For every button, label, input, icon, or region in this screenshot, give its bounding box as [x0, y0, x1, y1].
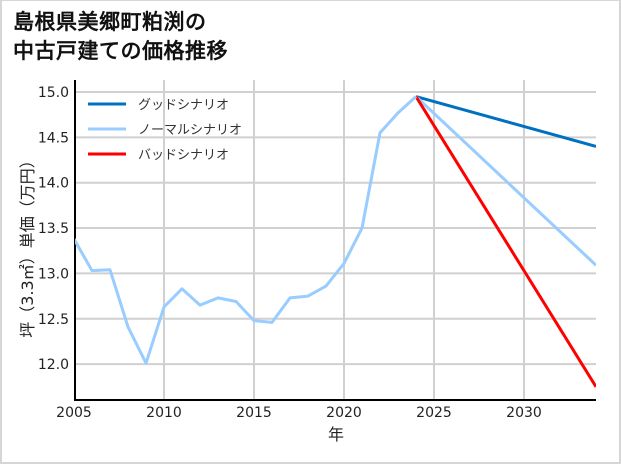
y-tick-label: 12.5	[38, 312, 69, 328]
y-tick-label: 14.5	[38, 130, 69, 146]
legend-label: バッドシナリオ	[138, 148, 229, 163]
x-tick-label: 2030	[506, 405, 542, 421]
x-tick-label: 2005	[56, 405, 92, 421]
x-tick-label: 2020	[326, 405, 362, 421]
x-tick-label: 2025	[416, 405, 452, 421]
x-tick-label: 2010	[146, 405, 182, 421]
legend-label: ノーマルシナリオ	[138, 123, 242, 138]
y-tick-label: 15.0	[38, 85, 69, 101]
chart-title: 島根県美郷町粕渕の 中古戸建ての価格推移	[13, 8, 228, 66]
x-axis-label: 年	[328, 425, 344, 444]
y-tick-label: 14.0	[38, 176, 69, 192]
x-tick-label: 2015	[236, 405, 272, 421]
normal-scenario-line	[414, 95, 596, 267]
legend-label: グッドシナリオ	[138, 98, 229, 113]
good-scenario-line	[415, 95, 596, 148]
chart-title-line-1: 島根県美郷町粕渕の	[13, 10, 207, 34]
y-tick-label: 13.0	[38, 266, 69, 282]
y-axis-label: 坪（3.3㎡）単価（万円）	[18, 152, 37, 337]
y-tick-label: 12.0	[38, 357, 69, 373]
bad-scenario-line	[414, 95, 596, 388]
chart-title-line-2: 中古戸建ての価格推移	[13, 39, 228, 63]
history-line	[75, 95, 418, 365]
y-tick-label: 13.5	[38, 221, 69, 237]
